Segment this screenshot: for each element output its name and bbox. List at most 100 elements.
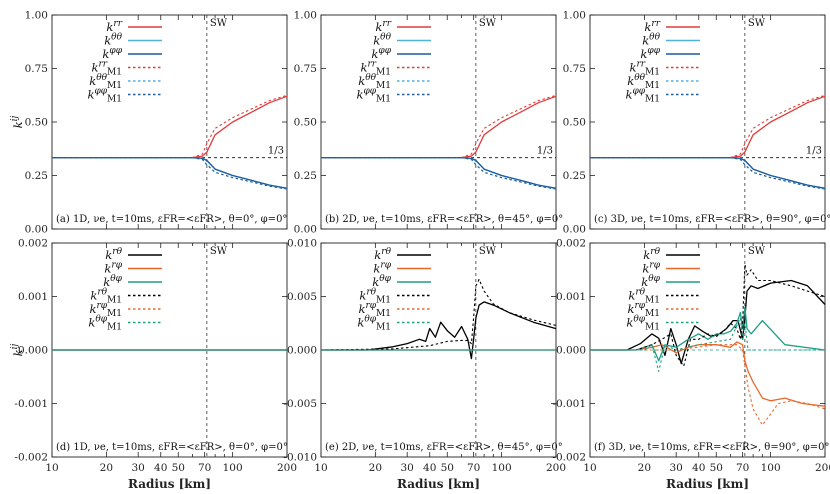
legend-label: krrM1 bbox=[360, 60, 391, 78]
y-tick-label: 0.75 bbox=[294, 63, 317, 75]
series-line-rr-m1 bbox=[51, 94, 288, 159]
x-tick-label: 100 bbox=[761, 462, 781, 474]
y-tick-label: 0.000 bbox=[556, 345, 586, 357]
x-tick-label: 40 bbox=[423, 462, 436, 474]
plot-frame bbox=[589, 14, 826, 230]
y-tick-label: -0.002 bbox=[552, 452, 586, 464]
x-tick-label: 20 bbox=[638, 462, 651, 474]
legend-label: krφM1 bbox=[89, 301, 122, 319]
panel-d: -0.002 -0.001 0.000 0.001 0.002 10 20 30 40 50 70 1… bbox=[10, 238, 297, 492]
y-tick-label: 1.00 bbox=[25, 10, 48, 22]
y-tick-label: 0.25 bbox=[294, 170, 317, 182]
y-tick-label: 0.000 bbox=[287, 345, 317, 357]
x-tick-label: 40 bbox=[154, 462, 167, 474]
series-line-rth bbox=[321, 301, 557, 360]
legend-label: kφφM1 bbox=[625, 87, 660, 105]
legend-label: kθθM1 bbox=[358, 73, 391, 91]
series-line-phph-m1 bbox=[590, 157, 826, 190]
x-tick-label: 70 bbox=[736, 462, 749, 474]
shock-wave-label: SW bbox=[748, 246, 766, 257]
one-third-label: 1/3 bbox=[268, 146, 284, 157]
legend-label: krθ bbox=[374, 247, 391, 262]
y-tick-label: 0.005 bbox=[287, 291, 317, 303]
legend-label: krθM1 bbox=[628, 288, 660, 306]
series-line-thth-m1 bbox=[590, 157, 826, 190]
legend-label: kφφ bbox=[640, 46, 660, 61]
legend-label: kθθ bbox=[104, 33, 122, 48]
legend-label: kθφ bbox=[372, 274, 391, 289]
series-line-phph bbox=[52, 157, 288, 189]
legend-label: krθ bbox=[643, 247, 660, 262]
legend-label: kθθ bbox=[642, 33, 660, 48]
x-tick-label: 200 bbox=[277, 462, 297, 474]
legend-label: kθφ bbox=[103, 274, 122, 289]
y-tick-label: -0.001 bbox=[14, 398, 48, 410]
y-tick-label: 0.001 bbox=[18, 291, 48, 303]
legend-label: kθθM1 bbox=[627, 73, 660, 91]
shock-wave-label: SW bbox=[748, 18, 766, 29]
legend-label: kθφM1 bbox=[357, 315, 391, 333]
y-tick-label: 0.000 bbox=[18, 345, 48, 357]
legend-label: kθθM1 bbox=[89, 73, 122, 91]
legend-label: krφ bbox=[104, 261, 122, 276]
y-tick-label: 1.00 bbox=[563, 10, 586, 22]
legend-label: kφφ bbox=[102, 46, 122, 61]
panel-caption: (d) 1D, νe, t=10ms, εFR=<εFR>, θ=0°, φ=0… bbox=[56, 442, 288, 453]
x-axis-label: Radius [km] bbox=[128, 477, 211, 491]
x-axis-label: Radius [km] bbox=[397, 477, 480, 491]
x-tick-label: 10 bbox=[583, 462, 596, 474]
y-tick-label: 0.75 bbox=[563, 63, 586, 75]
series-line-phph-m1 bbox=[52, 157, 288, 190]
shock-wave-label: SW bbox=[210, 18, 228, 29]
series-line-phph bbox=[321, 157, 557, 189]
y-tick-label: 0.25 bbox=[25, 170, 48, 182]
y-tick-label: -0.001 bbox=[552, 398, 586, 410]
x-tick-label: 10 bbox=[314, 462, 327, 474]
legend-label: krθM1 bbox=[90, 288, 122, 306]
series-line-rth-m1 bbox=[590, 263, 826, 367]
legend-label: kφφM1 bbox=[87, 87, 122, 105]
series-line-phph bbox=[590, 157, 826, 189]
one-third-label: 1/3 bbox=[806, 146, 822, 157]
x-tick-label: 10 bbox=[45, 462, 58, 474]
legend-label: krφM1 bbox=[358, 301, 391, 319]
legend-label: krφ bbox=[373, 261, 391, 276]
x-tick-label: 50 bbox=[710, 462, 723, 474]
x-tick-label: 100 bbox=[223, 462, 243, 474]
y-tick-label: 0.001 bbox=[556, 291, 586, 303]
series-line-rr bbox=[51, 95, 288, 159]
series-line-thth bbox=[321, 157, 557, 189]
legend-label: krr bbox=[375, 19, 391, 34]
x-tick-label: 70 bbox=[467, 462, 480, 474]
legend-label: krr bbox=[106, 19, 122, 34]
panel-c: 0.000.250.500.751.001/3SWkrrkθθkφφkrrM1k… bbox=[563, 10, 830, 236]
panel-caption: (b) 2D, νe, t=10ms, εFR=<εFR>, θ=45°, φ=… bbox=[325, 214, 563, 225]
legend-label: kθφM1 bbox=[626, 315, 660, 333]
series-line-thth-m1 bbox=[52, 157, 288, 190]
legend-label: krθ bbox=[105, 247, 122, 262]
x-tick-label: 30 bbox=[131, 462, 144, 474]
y-tick-label: 1.00 bbox=[294, 10, 317, 22]
legend-label: krθM1 bbox=[359, 288, 391, 306]
y-tick-label: 0.00 bbox=[25, 224, 48, 236]
y-tick-label: 0.010 bbox=[287, 238, 317, 250]
legend-label: kθφ bbox=[641, 274, 660, 289]
legend-label: kθθ bbox=[373, 33, 391, 48]
series-line-phph-m1 bbox=[321, 157, 557, 190]
x-tick-label: 40 bbox=[692, 462, 705, 474]
series-line-rth-m1 bbox=[320, 278, 557, 351]
legend-label: kφφ bbox=[371, 46, 391, 61]
series-line-rr bbox=[589, 95, 826, 159]
series-line-rth bbox=[590, 279, 826, 365]
y-tick-label: -0.005 bbox=[283, 398, 317, 410]
panel-caption: (c) 3D, νe, t=10ms, εFR=<εFR>, θ=90°, φ=… bbox=[594, 214, 830, 225]
panel-caption: (f) 3D, νe, t=10ms, εFR=<εFR>, θ=90°, φ=… bbox=[594, 442, 830, 453]
legend-label: krr bbox=[644, 19, 660, 34]
legend-label: krφ bbox=[642, 261, 660, 276]
series-line-thth bbox=[590, 157, 826, 189]
series-line-rr bbox=[320, 95, 557, 159]
y-tick-label: 0.50 bbox=[25, 117, 48, 129]
legend-label: krrM1 bbox=[91, 60, 122, 78]
x-tick-label: 200 bbox=[815, 462, 830, 474]
series-line-rr-m1 bbox=[320, 94, 557, 159]
